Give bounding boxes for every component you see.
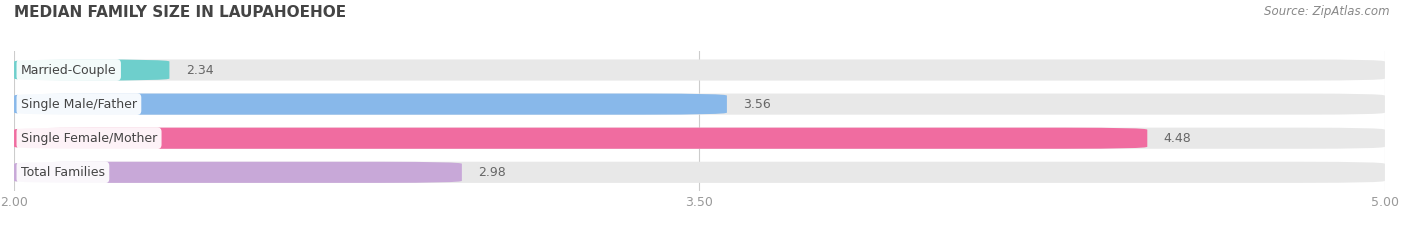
Text: Source: ZipAtlas.com: Source: ZipAtlas.com [1264,5,1389,18]
Text: 4.48: 4.48 [1164,132,1191,145]
Text: Total Families: Total Families [21,166,105,179]
Text: 3.56: 3.56 [744,98,770,111]
FancyBboxPatch shape [14,162,1385,183]
FancyBboxPatch shape [14,93,1385,115]
Text: Married-Couple: Married-Couple [21,64,117,76]
FancyBboxPatch shape [14,59,169,81]
Text: 2.34: 2.34 [186,64,214,76]
Text: 2.98: 2.98 [478,166,506,179]
Text: Single Female/Mother: Single Female/Mother [21,132,157,145]
Text: Single Male/Father: Single Male/Father [21,98,136,111]
FancyBboxPatch shape [14,162,463,183]
FancyBboxPatch shape [14,128,1147,149]
FancyBboxPatch shape [14,59,1385,81]
FancyBboxPatch shape [14,93,727,115]
Text: MEDIAN FAMILY SIZE IN LAUPAHOEHOE: MEDIAN FAMILY SIZE IN LAUPAHOEHOE [14,5,346,20]
FancyBboxPatch shape [14,128,1385,149]
